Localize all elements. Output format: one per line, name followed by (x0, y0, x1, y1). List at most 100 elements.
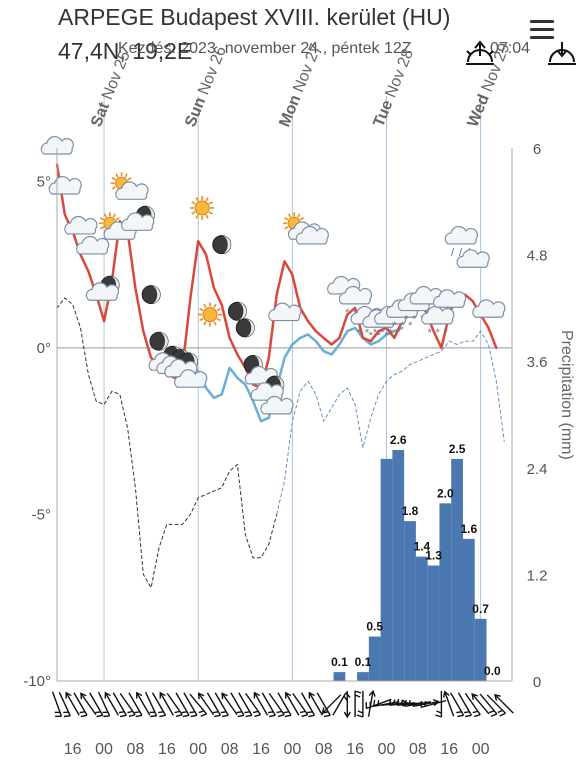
wind-barb-icon (159, 691, 174, 716)
wind-shaft (166, 692, 183, 716)
wind-feather (182, 714, 190, 718)
wind-feather (254, 713, 261, 718)
wind-feather (220, 711, 227, 714)
weather-cloud-icon (295, 225, 329, 245)
y-right-tick-label: 2.4 (527, 461, 548, 478)
x-tick-label: 00 (378, 741, 396, 758)
wind-feather (95, 711, 101, 714)
cloud-shape (421, 305, 455, 325)
weather-moon-cloud-icon (121, 205, 155, 231)
wind-row (51, 689, 514, 719)
wind-feather (150, 715, 157, 718)
wind-shaft (292, 692, 309, 716)
weather-cloud-icon (432, 289, 467, 308)
run-start-label: Kezdés: 2023. november 24., péntek 12Z (118, 40, 412, 57)
wind-feather (189, 711, 195, 714)
wind-shaft (159, 692, 174, 716)
wind-barb-icon (442, 690, 455, 717)
wind-shaft (321, 694, 342, 714)
wind-barb-icon (449, 692, 465, 718)
sun-ray (111, 186, 116, 190)
wind-feather (236, 711, 242, 714)
wind-barb-icon (245, 692, 262, 718)
wind-feather (357, 710, 364, 714)
wind-arrowhead (197, 692, 205, 700)
sun-ray (195, 214, 199, 219)
weather-cloud-icon (472, 299, 506, 318)
sun-ray (115, 217, 120, 221)
dewpoint-line (189, 326, 404, 423)
menu-icon[interactable] (530, 20, 554, 40)
sun-ray (296, 213, 301, 218)
wind-feather (190, 714, 198, 718)
x-tick-label: 08 (221, 741, 239, 758)
cloud-shape (76, 235, 110, 255)
page-title: ARPEGE Budapest XVIII. kerület (HU) (58, 4, 451, 30)
sunset-time-label: 07:04 (490, 40, 531, 57)
day-label: Sat Nov 25 (88, 49, 134, 130)
sun-ray (208, 201, 213, 205)
wind-feather (283, 711, 290, 714)
cloud-shape (472, 299, 506, 318)
wind-barb-icon (206, 692, 222, 718)
wind-barb-icon (253, 691, 269, 716)
wind-barb-icon (183, 692, 198, 718)
wind-barb-icon (97, 691, 111, 718)
weather-moon-icon (212, 235, 232, 255)
wind-feather (463, 711, 470, 714)
wind-barb-icon (464, 692, 481, 718)
wind-feather (354, 694, 361, 698)
wind-feather (159, 714, 166, 718)
day-label: Sun Nov 26 (182, 44, 230, 130)
sun-ray (191, 201, 196, 205)
wind-shaft (136, 692, 151, 716)
precip-bar-label: 1.3 (425, 549, 442, 563)
wind-barb-icon (128, 692, 143, 718)
wind-arrowhead (221, 692, 228, 700)
wind-arrowhead (343, 711, 351, 719)
wind-barb-icon (356, 691, 364, 718)
weather-moon-icon (149, 331, 169, 351)
wind-feather (119, 714, 127, 718)
sun-ray (111, 177, 116, 181)
wind-barb-icon (300, 692, 316, 718)
snowflake: * (380, 327, 385, 339)
wind-arrowhead (308, 691, 315, 699)
snowflake: * (412, 314, 417, 326)
wind-feather (128, 713, 136, 718)
right-axis-title: Precipitation (mm) (558, 330, 575, 460)
wind-arrowhead (442, 690, 450, 698)
sun-ray (195, 197, 199, 202)
wind-arrowhead (432, 699, 440, 707)
wind-feather (465, 714, 472, 718)
wind-barb-icon (354, 690, 362, 717)
wind-feather (277, 713, 285, 718)
wind-barb-icon (268, 692, 285, 718)
sun-ray (99, 217, 105, 221)
wind-barb-icon (58, 691, 71, 718)
wind-feather (365, 702, 368, 709)
sun-ray (216, 307, 221, 312)
wind-feather (245, 714, 252, 718)
snowflake: * (404, 314, 409, 326)
precip-bar-label: 0.5 (366, 620, 383, 634)
wind-feather (369, 701, 372, 708)
precip-bar-label: 0.7 (472, 602, 489, 616)
wind-feather (456, 711, 462, 714)
dashed-secondary-line (276, 330, 505, 515)
sun-ray (216, 317, 221, 322)
moon-crescent (158, 332, 168, 351)
wind-feather (252, 710, 259, 714)
wind-barb-icon (435, 691, 443, 718)
cloud-shape (64, 215, 98, 235)
wind-arrowhead (80, 692, 87, 700)
wind-feather (408, 700, 411, 706)
wind-feather (376, 700, 380, 706)
weather-sun-icon (197, 302, 222, 327)
precip-bar (474, 618, 487, 681)
wind-feather (149, 711, 155, 714)
sun-ray (208, 211, 213, 215)
x-tick-label: 16 (158, 741, 176, 758)
dashed-series (56, 297, 505, 589)
wind-barb-icon (404, 699, 431, 707)
